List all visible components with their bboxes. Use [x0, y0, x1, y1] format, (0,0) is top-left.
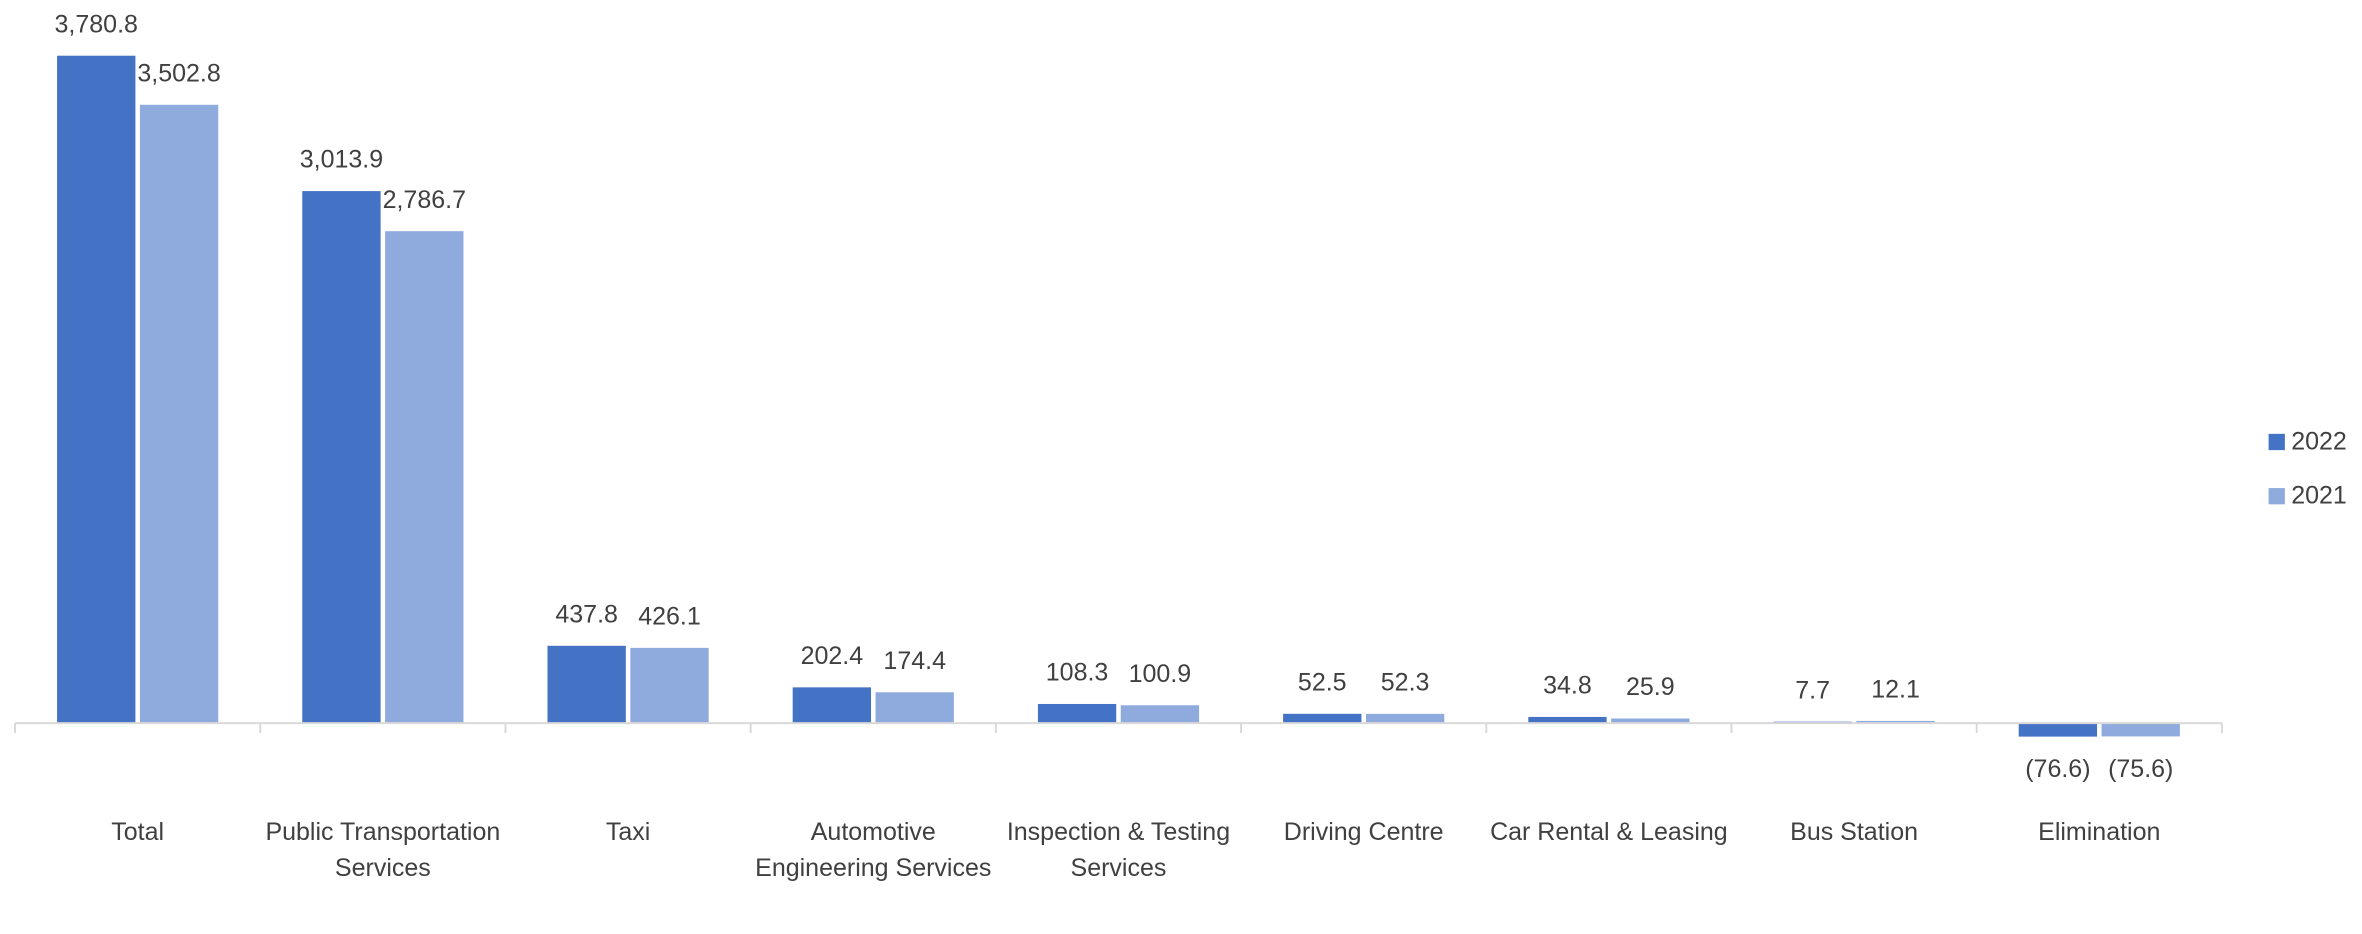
data-label: 34.8 [1543, 672, 1592, 700]
data-label: 426.1 [638, 602, 701, 630]
x-tick-label: Driving Centre [1283, 817, 1444, 846]
data-label: 3,780.8 [55, 10, 138, 38]
bar [1365, 713, 1445, 724]
bar [1611, 718, 1690, 724]
legend-swatch [2268, 433, 2285, 451]
data-label: (76.6) [2025, 755, 2090, 783]
x-tick-label: Car Rental & Leasing [1490, 817, 1728, 846]
bar [2101, 723, 2180, 737]
bar [1037, 703, 1117, 724]
x-tick-label: Inspection & Testing Services [1006, 817, 1231, 882]
legend-label: 2022 [2291, 427, 2347, 455]
data-label: 52.3 [1381, 668, 1430, 696]
x-tick-label: Automotive Engineering Services [755, 817, 992, 882]
x-tick-label: Taxi [605, 817, 651, 846]
data-label: (75.6) [2108, 755, 2173, 783]
data-label: 2,786.7 [383, 186, 466, 214]
x-tick-label: Bus Station [1790, 817, 1919, 846]
bar [2018, 723, 2098, 737]
bar [547, 645, 626, 724]
bar [57, 55, 136, 724]
data-label: 100.9 [1129, 660, 1192, 688]
x-tick-label: Elimination [2038, 817, 2161, 846]
data-label: 108.3 [1046, 659, 1109, 687]
data-label: 12.1 [1871, 676, 1920, 704]
x-tick-label: Public Transportation Services [265, 817, 501, 882]
bar [630, 647, 709, 724]
bar [1856, 720, 1935, 724]
bar [1283, 713, 1362, 724]
data-label: 7.7 [1795, 676, 1830, 704]
data-label: 25.9 [1626, 673, 1675, 701]
data-label: 437.8 [555, 600, 618, 628]
data-label: 202.4 [801, 642, 864, 670]
x-tick-label: Total [111, 817, 165, 846]
bar [875, 692, 954, 724]
bar [302, 191, 381, 724]
bar [385, 231, 464, 724]
legend-label: 2021 [2291, 482, 2347, 510]
data-label: 3,502.8 [137, 59, 220, 87]
bar [139, 104, 219, 724]
bar [792, 687, 872, 724]
legend-swatch [2268, 488, 2285, 505]
data-label: 52.5 [1298, 668, 1347, 696]
bar [1120, 705, 1200, 724]
bar [1528, 716, 1607, 724]
data-label: 3,013.9 [300, 146, 383, 174]
data-label: 174.4 [883, 647, 946, 675]
